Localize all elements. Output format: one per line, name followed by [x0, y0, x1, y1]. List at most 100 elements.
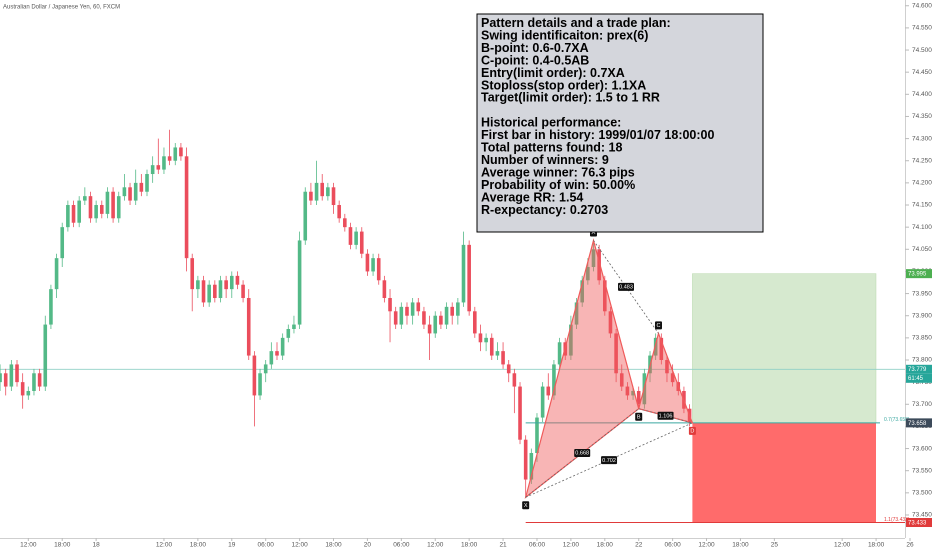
- y-tick-label: 73.550: [912, 467, 932, 474]
- candle-body: [473, 311, 477, 334]
- x-tick-label: 18:00: [54, 542, 71, 549]
- candle-body: [280, 337, 285, 356]
- candle-body: [71, 205, 76, 223]
- candle-body: [133, 182, 138, 201]
- candle-body: [128, 187, 132, 201]
- y-tick-label: 74.200: [912, 180, 932, 187]
- x-tick-label: 12:00: [698, 542, 715, 549]
- plan-line: B-point: 0.6-0.7XA: [481, 41, 589, 55]
- entry-label: 0.7(73.658): [884, 417, 910, 423]
- candle-body: [614, 333, 618, 374]
- candle-body: [388, 298, 392, 312]
- candle-body: [501, 351, 505, 365]
- candle-body: [3, 373, 8, 387]
- info-text: Pattern details and a trade plan:Swing i…: [481, 16, 714, 217]
- candle-body: [636, 390, 641, 405]
- candle-body: [99, 205, 104, 214]
- candle-body: [320, 182, 325, 197]
- point-label: C: [657, 323, 661, 329]
- candle-body: [116, 196, 121, 219]
- candle-body: [603, 280, 607, 312]
- candle-body: [326, 187, 330, 197]
- candle-body: [275, 351, 279, 356]
- candle-body: [60, 227, 65, 259]
- x-tick-label: 18:00: [325, 542, 342, 549]
- candle-body: [269, 351, 274, 365]
- candle-body: [224, 280, 228, 290]
- price-marker-label: 73.779: [908, 367, 927, 373]
- x-tick-label: 12:00: [20, 542, 37, 549]
- x-tick-label: 12:00: [563, 542, 580, 549]
- x-tick-label: 21: [499, 542, 507, 549]
- candle-body: [179, 147, 183, 157]
- y-tick-label: 74.150: [912, 202, 932, 209]
- candle-body: [523, 439, 528, 480]
- candle-body: [37, 373, 42, 387]
- x-tick-label: 18:00: [190, 542, 207, 549]
- countdown-box: [906, 373, 932, 383]
- price-marker: [906, 418, 932, 428]
- candle-body: [184, 156, 189, 259]
- target-zone: [692, 273, 877, 424]
- candle-body: [444, 306, 449, 325]
- candle-body: [246, 298, 251, 356]
- candle-body: [422, 311, 426, 325]
- candle-body: [580, 280, 584, 303]
- performance-line: First bar in history: 1999/01/07 18:00:0…: [481, 128, 714, 142]
- candle-body: [314, 182, 319, 201]
- candle-body: [150, 165, 155, 175]
- candle-body: [105, 191, 110, 214]
- candle-body: [167, 156, 172, 161]
- point-label: X: [524, 503, 528, 509]
- candle-body: [32, 373, 36, 391]
- candle-body: [450, 306, 455, 316]
- y-tick-label: 74.550: [912, 25, 932, 32]
- y-tick-label: 74.100: [912, 224, 932, 231]
- candle-body: [659, 337, 664, 360]
- price-marker-label: 73.658: [908, 421, 927, 427]
- price-marker-label: 73.995: [908, 272, 927, 278]
- candle-body: [382, 280, 387, 299]
- plan-line: Pattern details and a trade plan:: [481, 16, 671, 30]
- y-tick-label: 74.050: [912, 246, 932, 253]
- candle-body: [569, 324, 573, 356]
- candle-body: [506, 364, 511, 374]
- candle-body: [297, 240, 302, 325]
- candle-body: [461, 244, 466, 303]
- candle-body: [597, 249, 601, 281]
- plan-line: Swing identificaiton: prex(6): [481, 28, 648, 42]
- candle-body: [410, 302, 415, 316]
- candle-body: [66, 205, 70, 228]
- candle-body: [586, 267, 590, 281]
- stop-zone: [692, 422, 876, 523]
- point-label: D: [690, 429, 694, 435]
- candle-body: [111, 191, 115, 219]
- candle-body: [258, 373, 262, 396]
- candle-body: [512, 373, 517, 387]
- candle-body: [213, 284, 217, 299]
- x-tick-label: 26: [906, 542, 914, 549]
- candle-body: [286, 328, 291, 338]
- candle-body: [359, 231, 364, 254]
- candle-body: [529, 452, 534, 480]
- candle-body: [292, 324, 296, 329]
- candle-body: [371, 258, 375, 272]
- ratio-badge: [574, 448, 591, 457]
- y-tick-label: 74.450: [912, 69, 932, 76]
- candle-body: [173, 147, 178, 161]
- x-tick-label: 20: [364, 542, 372, 549]
- ratio-badge: [657, 411, 674, 420]
- candle-body: [540, 386, 545, 418]
- price-marker: [906, 518, 932, 528]
- candle-body: [49, 289, 53, 325]
- candle-body: [546, 386, 551, 396]
- candle-body: [456, 302, 460, 316]
- candle-body: [591, 249, 596, 268]
- candle-body: [337, 205, 341, 219]
- x-tick-label: 18:00: [868, 542, 885, 549]
- price-marker: [906, 269, 932, 279]
- y-tick-label: 73.900: [912, 312, 932, 319]
- candle-body: [83, 196, 87, 201]
- x-tick-label: 06:00: [529, 542, 546, 549]
